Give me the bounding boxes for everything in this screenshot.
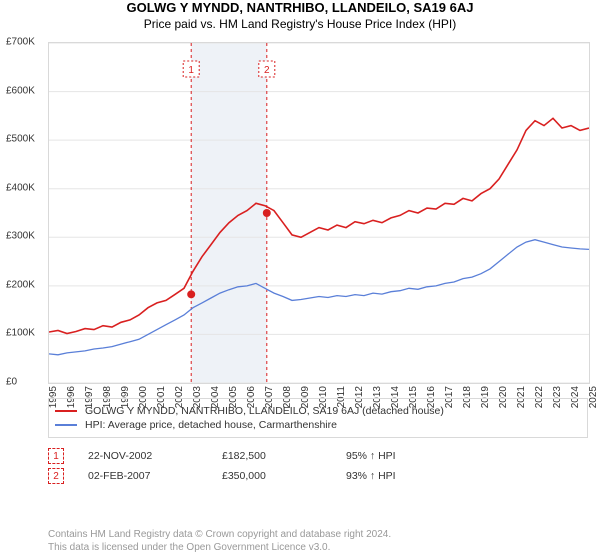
footer-line: Contains HM Land Registry data © Crown c…	[48, 528, 588, 541]
legend-swatch	[55, 424, 77, 426]
y-tick-label: £0	[6, 377, 17, 388]
event-date: 02-FEB-2007	[88, 470, 198, 482]
y-tick-label: £300K	[6, 231, 35, 242]
chart-svg: 12	[49, 43, 589, 383]
event-price: £350,000	[222, 470, 322, 482]
y-tick-label: £700K	[6, 37, 35, 48]
event-ratio: 93% ↑ HPI	[346, 470, 396, 482]
chart-title: GOLWG Y MYNDD, NANTRHIBO, LLANDEILO, SA1…	[0, 0, 600, 15]
event-marker-icon: 1	[48, 448, 64, 464]
y-tick-label: £600K	[6, 85, 35, 96]
event-row: 1 22-NOV-2002 £182,500 95% ↑ HPI	[48, 448, 588, 464]
chart-subtitle: Price paid vs. HM Land Registry's House …	[0, 17, 600, 31]
y-tick-label: £500K	[6, 134, 35, 145]
footer-note: Contains HM Land Registry data © Crown c…	[48, 528, 588, 554]
events-table: 1 22-NOV-2002 £182,500 95% ↑ HPI 2 02-FEB-200…	[48, 444, 588, 488]
chart-plot-area: 12	[48, 42, 590, 384]
y-tick-label: £200K	[6, 279, 35, 290]
y-tick-label: £400K	[6, 182, 35, 193]
legend-label: GOLWG Y MYNDD, NANTRHIBO, LLANDEILO, SA1…	[85, 405, 444, 417]
event-date: 22-NOV-2002	[88, 450, 198, 462]
svg-text:2: 2	[264, 65, 270, 76]
svg-text:1: 1	[188, 65, 194, 76]
legend-item: GOLWG Y MYNDD, NANTRHIBO, LLANDEILO, SA1…	[55, 405, 581, 417]
legend: GOLWG Y MYNDD, NANTRHIBO, LLANDEILO, SA1…	[48, 398, 588, 438]
footer-line: This data is licensed under the Open Gov…	[48, 541, 588, 554]
x-tick-label: 2025	[588, 386, 599, 408]
legend-label: HPI: Average price, detached house, Carm…	[85, 419, 337, 431]
event-row: 2 02-FEB-2007 £350,000 93% ↑ HPI	[48, 468, 588, 484]
legend-swatch	[55, 410, 77, 412]
event-price: £182,500	[222, 450, 322, 462]
y-tick-label: £100K	[6, 328, 35, 339]
event-ratio: 95% ↑ HPI	[346, 450, 396, 462]
event-marker-icon: 2	[48, 468, 64, 484]
legend-item: HPI: Average price, detached house, Carm…	[55, 419, 581, 431]
